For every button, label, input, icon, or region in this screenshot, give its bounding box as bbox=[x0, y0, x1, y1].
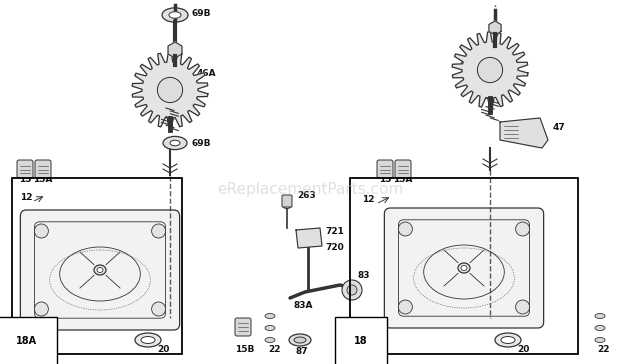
Ellipse shape bbox=[495, 333, 521, 347]
Text: 69B: 69B bbox=[192, 9, 211, 19]
Circle shape bbox=[34, 302, 48, 316]
Text: 83: 83 bbox=[358, 271, 371, 280]
FancyBboxPatch shape bbox=[282, 195, 292, 207]
Ellipse shape bbox=[97, 268, 103, 273]
Ellipse shape bbox=[461, 265, 467, 270]
Ellipse shape bbox=[163, 136, 187, 150]
Text: 18A: 18A bbox=[16, 336, 37, 346]
Text: 20: 20 bbox=[517, 345, 529, 354]
Ellipse shape bbox=[595, 337, 605, 343]
Text: 83A: 83A bbox=[293, 301, 312, 310]
Ellipse shape bbox=[265, 313, 275, 318]
Ellipse shape bbox=[162, 8, 188, 22]
Ellipse shape bbox=[170, 140, 180, 146]
Ellipse shape bbox=[265, 337, 275, 343]
Ellipse shape bbox=[265, 325, 275, 331]
Bar bbox=[12, 178, 182, 354]
Ellipse shape bbox=[94, 265, 106, 275]
Circle shape bbox=[152, 224, 166, 238]
Polygon shape bbox=[452, 32, 528, 108]
Text: 15A: 15A bbox=[393, 175, 413, 184]
Bar bbox=[350, 178, 578, 354]
Text: 12: 12 bbox=[20, 193, 32, 202]
Polygon shape bbox=[500, 118, 548, 148]
FancyBboxPatch shape bbox=[17, 160, 33, 178]
Circle shape bbox=[399, 222, 412, 236]
Text: 20: 20 bbox=[157, 345, 169, 354]
Text: 15: 15 bbox=[379, 175, 391, 184]
Ellipse shape bbox=[289, 334, 311, 346]
Text: 46: 46 bbox=[460, 59, 472, 68]
Polygon shape bbox=[296, 228, 322, 248]
Polygon shape bbox=[132, 52, 208, 128]
Circle shape bbox=[342, 280, 362, 300]
FancyBboxPatch shape bbox=[35, 160, 51, 178]
Text: 721: 721 bbox=[325, 227, 344, 236]
Polygon shape bbox=[168, 42, 182, 58]
FancyBboxPatch shape bbox=[384, 208, 544, 328]
Text: 22: 22 bbox=[597, 345, 609, 354]
Circle shape bbox=[34, 224, 48, 238]
Text: 15A: 15A bbox=[33, 175, 53, 184]
Ellipse shape bbox=[595, 325, 605, 331]
Ellipse shape bbox=[141, 336, 155, 344]
Text: 15B: 15B bbox=[235, 345, 254, 354]
Text: 263: 263 bbox=[297, 191, 316, 200]
Circle shape bbox=[477, 58, 503, 83]
Circle shape bbox=[347, 285, 357, 295]
Circle shape bbox=[516, 300, 529, 314]
Ellipse shape bbox=[169, 12, 181, 18]
Circle shape bbox=[152, 302, 166, 316]
FancyBboxPatch shape bbox=[20, 210, 180, 330]
Text: 22: 22 bbox=[268, 345, 280, 354]
Ellipse shape bbox=[135, 333, 161, 347]
Ellipse shape bbox=[294, 337, 306, 343]
FancyBboxPatch shape bbox=[395, 160, 411, 178]
Circle shape bbox=[157, 78, 183, 103]
FancyBboxPatch shape bbox=[235, 318, 251, 336]
Text: 18: 18 bbox=[354, 336, 368, 346]
Text: 87: 87 bbox=[296, 347, 309, 356]
Text: 69B: 69B bbox=[192, 138, 211, 147]
Text: 12: 12 bbox=[362, 195, 374, 204]
Ellipse shape bbox=[595, 313, 605, 318]
Text: 15: 15 bbox=[19, 175, 31, 184]
Text: 47: 47 bbox=[553, 123, 565, 132]
Ellipse shape bbox=[283, 202, 291, 209]
Polygon shape bbox=[489, 21, 501, 35]
Circle shape bbox=[399, 300, 412, 314]
Text: 46A: 46A bbox=[197, 70, 216, 79]
Text: 720: 720 bbox=[325, 243, 343, 252]
Text: eReplacementParts.com: eReplacementParts.com bbox=[217, 182, 403, 197]
FancyBboxPatch shape bbox=[377, 160, 393, 178]
Circle shape bbox=[516, 222, 529, 236]
Ellipse shape bbox=[501, 336, 515, 344]
Ellipse shape bbox=[458, 263, 470, 273]
